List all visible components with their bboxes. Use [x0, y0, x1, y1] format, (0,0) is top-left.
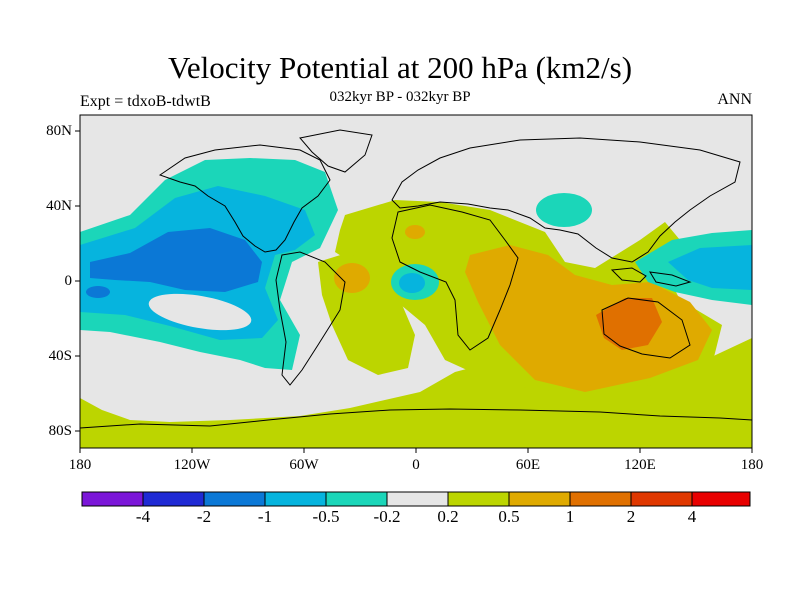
lon-tick-label: 120E: [624, 457, 656, 473]
coastline-indonesia: [610, 267, 692, 287]
coastline-greenland: [299, 129, 373, 173]
lon-tick-label: 60W: [289, 457, 319, 473]
colorbar: [81, 491, 751, 507]
colorbar-label: 0.5: [498, 507, 520, 526]
lon-tick-label: 120W: [173, 457, 211, 473]
colorbar-label: -0.2: [373, 507, 401, 526]
colorbar-label: -0.5: [312, 507, 340, 526]
field-negative-equatorial-atlantic-core: [399, 273, 425, 293]
experiment-label: Expt = tdxoB-tdwtB: [80, 93, 211, 110]
axis-ticks: [75, 130, 753, 453]
colorbar-bin-6: [386, 491, 449, 507]
field-positive-south-america: [334, 263, 370, 293]
lon-tick-label: 60E: [515, 457, 541, 473]
plot-title: Velocity Potential at 200 hPa (km2/s): [167, 50, 633, 85]
contour-field: [80, 115, 752, 448]
field-negative-pacific-core: [90, 228, 262, 292]
coastline-australia: [601, 297, 691, 359]
coastline-north-america: [158, 144, 331, 253]
colorbar-label: 2: [626, 507, 636, 526]
coastline-eurasia: [391, 137, 741, 263]
lon-tick-label: 180: [68, 457, 92, 473]
colorbar-bin-10: [630, 491, 693, 507]
colorbar-label: -1: [257, 507, 273, 526]
colorbar-bin-9: [569, 491, 632, 507]
lat-tick-label: 40N: [46, 198, 72, 214]
season-label: ANN: [717, 91, 752, 108]
colorbar-bin-3: [203, 491, 266, 507]
lat-tick-label: 40S: [48, 348, 72, 364]
field-positive-west-africa: [405, 225, 425, 239]
colorbar-label: -4: [135, 507, 151, 526]
colorbar-bin-8: [508, 491, 571, 507]
colorbar-bin-2: [142, 491, 205, 507]
plot-subtitle: 032kyr BP - 032kyr BP: [329, 89, 471, 105]
colorbar-bin-11: [691, 491, 751, 507]
colorbar-label: 1: [565, 507, 575, 526]
coastline-antarctica: [80, 408, 752, 429]
colorbar-label: 4: [687, 507, 697, 526]
field-positive-australia-core: [596, 298, 662, 350]
colorbar-label: -2: [196, 507, 212, 526]
field-neutral-southeast-pacific: [148, 293, 252, 331]
field-negative-central-asia: [536, 193, 592, 227]
lat-tick-label: 0: [64, 273, 73, 289]
colorbar-label: 0.2: [437, 507, 459, 526]
colorbar-bin-1: [81, 491, 144, 507]
lat-tick-label: 80S: [48, 423, 72, 439]
lon-tick-label: 0: [412, 457, 420, 473]
lat-tick-label: 80N: [46, 123, 72, 139]
colorbar-bin-4: [264, 491, 327, 507]
colorbar-bin-5: [325, 491, 388, 507]
lon-tick-label: 180: [740, 457, 764, 473]
colorbar-bin-7: [447, 491, 510, 507]
coastline-south-america: [275, 251, 346, 386]
field-negative-west-pacific-core: [668, 245, 752, 290]
coastline-africa: [391, 204, 519, 351]
field-negative-pacific-spot: [86, 286, 110, 298]
coastlines: [80, 129, 752, 429]
